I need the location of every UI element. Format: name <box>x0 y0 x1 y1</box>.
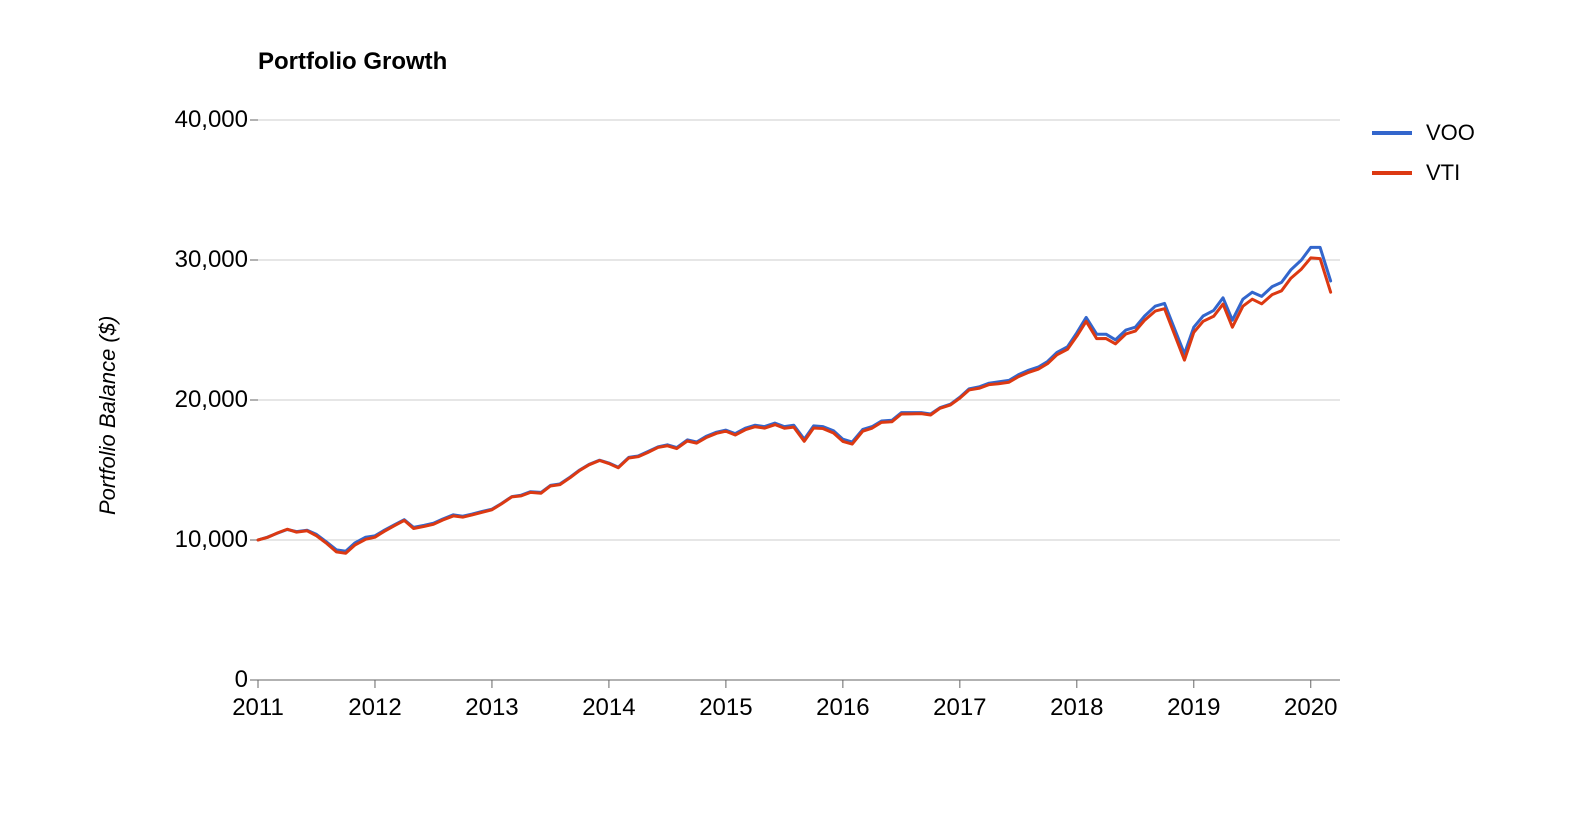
x-tick-label: 2015 <box>699 694 752 722</box>
x-tick-label: 2012 <box>348 694 401 722</box>
x-tick-label: 2014 <box>582 694 635 722</box>
x-tick-label: 2016 <box>816 694 869 722</box>
x-tick-label: 2013 <box>465 694 518 722</box>
y-tick-label: 10,000 <box>158 526 248 554</box>
y-tick-label: 30,000 <box>158 246 248 274</box>
legend-label: VOO <box>1426 120 1475 146</box>
legend-item-voo: VOO <box>1372 120 1475 146</box>
y-axis-label: Portfolio Balance ($) <box>95 316 121 515</box>
x-tick-label: 2019 <box>1167 694 1220 722</box>
x-tick-label: 2020 <box>1284 694 1337 722</box>
series-line-vti <box>258 258 1331 553</box>
legend-item-vti: VTI <box>1372 160 1475 186</box>
y-tick-label: 40,000 <box>158 106 248 134</box>
legend-label: VTI <box>1426 160 1460 186</box>
y-tick-label: 0 <box>158 666 248 694</box>
chart-title: Portfolio Growth <box>258 48 447 76</box>
x-tick-label: 2011 <box>232 694 284 722</box>
y-tick-label: 20,000 <box>158 386 248 414</box>
portfolio-growth-chart: Portfolio Growth Portfolio Balance ($) 0… <box>0 0 1592 836</box>
plot-area <box>258 120 1340 680</box>
series-line-voo <box>258 247 1331 551</box>
legend: VOO VTI <box>1372 120 1475 200</box>
legend-swatch <box>1372 171 1412 175</box>
x-tick-label: 2017 <box>933 694 986 722</box>
x-tick-label: 2018 <box>1050 694 1103 722</box>
legend-swatch <box>1372 131 1412 135</box>
